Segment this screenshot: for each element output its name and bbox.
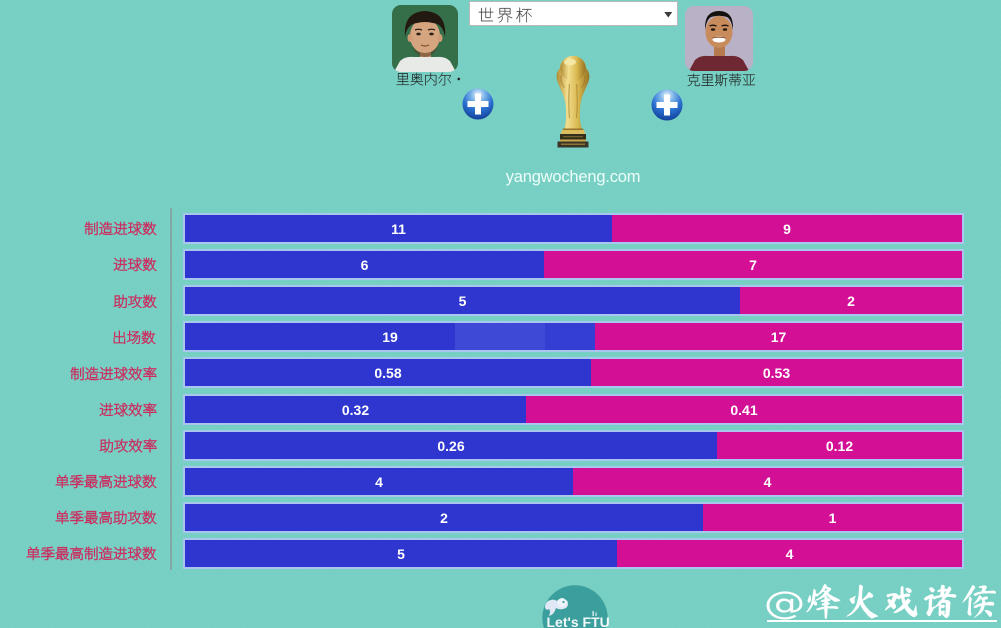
svg-text:Let's FTU: Let's FTU (547, 614, 610, 628)
